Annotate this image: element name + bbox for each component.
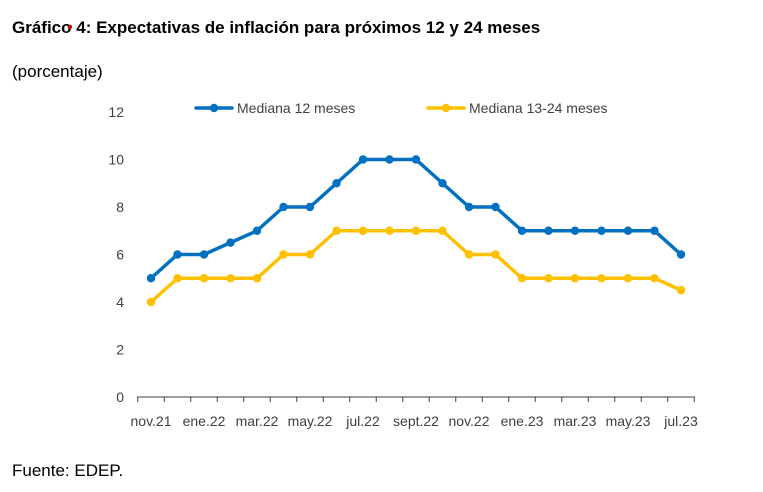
data-point (332, 179, 341, 188)
data-point (199, 250, 209, 259)
y-tick-label: 6 (116, 247, 124, 263)
data-point (358, 226, 368, 235)
chart-unit-label: (porcentaje) (12, 62, 103, 81)
data-point (385, 226, 394, 235)
data-point (226, 274, 235, 283)
data-point (517, 274, 527, 283)
data-point (226, 238, 235, 247)
title-mark-dot (67, 24, 73, 30)
legend-swatch-marker (209, 103, 219, 113)
x-tick-label: may.22 (288, 413, 333, 429)
y-tick-label: 4 (116, 294, 124, 310)
data-point (279, 202, 288, 212)
data-point (146, 274, 156, 283)
x-tick-label: may.23 (606, 413, 651, 429)
x-tick-label: jul.23 (663, 413, 698, 429)
data-point (173, 250, 182, 259)
data-point (279, 250, 288, 259)
data-point (385, 155, 394, 164)
data-point (358, 155, 368, 164)
y-tick-label: 10 (108, 152, 124, 168)
y-tick-label: 0 (116, 389, 124, 405)
chart-title: Gráfico 4: Expectativas de inflación par… (12, 18, 541, 37)
data-point (491, 250, 500, 259)
legend-label: Mediana 13-24 meses (469, 100, 608, 116)
x-tick-label: ene.22 (183, 413, 226, 429)
x-tick-label: mar.22 (236, 413, 279, 429)
data-point (650, 226, 659, 235)
legend-item: Mediana 12 meses (194, 100, 355, 116)
data-point (676, 285, 686, 295)
data-point (623, 226, 633, 235)
x-tick-label: nov.21 (131, 413, 172, 429)
data-point (411, 226, 421, 235)
legend-label: Mediana 12 meses (237, 100, 355, 116)
data-point (623, 274, 633, 283)
legend-item: Mediana 13-24 meses (426, 100, 608, 116)
data-point (438, 179, 447, 188)
x-tick-label: ene.23 (501, 413, 544, 429)
data-point (517, 226, 527, 235)
data-point (252, 274, 262, 283)
data-point (597, 226, 606, 235)
data-point (544, 274, 553, 283)
data-point (252, 226, 262, 235)
title-mark-icon (67, 24, 73, 30)
data-point (305, 202, 315, 212)
data-point (305, 250, 315, 259)
data-point (411, 155, 421, 164)
data-point (676, 250, 686, 259)
data-point (597, 274, 606, 283)
data-point (146, 297, 156, 307)
data-point (544, 226, 553, 235)
data-point (570, 226, 580, 235)
data-point (464, 250, 474, 259)
source-note: Fuente: EDEP. (12, 461, 124, 480)
x-tick-label: sept.22 (393, 413, 439, 429)
legend-swatch-marker (441, 103, 451, 113)
data-point (491, 202, 500, 212)
data-point (438, 226, 447, 235)
x-tick-label: jul.22 (345, 413, 380, 429)
x-tick-label: mar.23 (554, 413, 597, 429)
data-point (464, 202, 474, 212)
data-point (199, 274, 209, 283)
data-point (650, 274, 659, 283)
data-point (332, 226, 341, 235)
data-point (173, 274, 182, 283)
y-tick-label: 2 (116, 342, 124, 358)
series-line-mediana-12-meses (149, 157, 683, 280)
y-tick-label: 8 (116, 199, 124, 215)
y-tick-label: 12 (108, 104, 124, 120)
data-point (570, 274, 580, 283)
x-tick-label: nov.22 (449, 413, 490, 429)
